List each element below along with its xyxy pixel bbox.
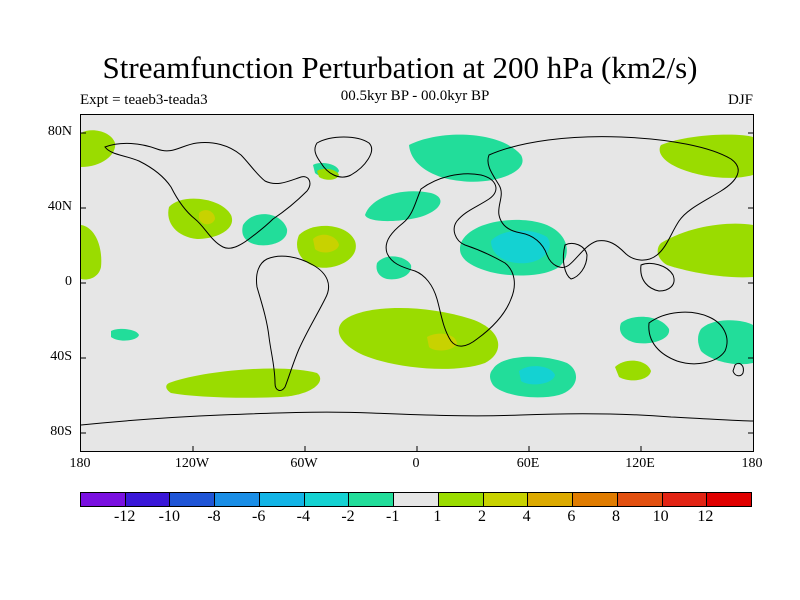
lat-label-80n: 80N xyxy=(47,124,72,139)
lon-label-120w: 120W xyxy=(174,456,210,471)
negative-anomaly-south-pacific-small xyxy=(111,328,139,341)
positive-anomaly-indian-southeast xyxy=(615,360,651,381)
lat-label-40s: 40S xyxy=(50,349,72,364)
anomaly-contours xyxy=(81,130,753,398)
colorbar-label-5: -2 xyxy=(341,508,355,525)
lat-label-40n: 40N xyxy=(47,199,72,214)
positive-anomaly-arctic-west xyxy=(81,130,116,167)
negative-anomaly-tasman xyxy=(698,320,753,365)
colorbar-label-7: 1 xyxy=(433,508,442,525)
map-panel xyxy=(80,114,754,452)
colorbar-box-12 xyxy=(617,493,663,506)
colorbar-label-2: -8 xyxy=(207,508,221,525)
europe-africa-coast xyxy=(385,173,515,347)
colorbar-label-10: 6 xyxy=(567,508,576,525)
colorbar-box-8 xyxy=(438,493,484,506)
colorbar-box-13 xyxy=(662,493,708,506)
lon-label-0: 0 xyxy=(412,456,420,471)
lon-label-60e: 60E xyxy=(516,456,540,471)
southeast-asia-coast xyxy=(640,262,675,292)
lat-label-80s: 80S xyxy=(50,424,72,439)
positive2-anomaly-tropical-atlantic xyxy=(313,234,339,253)
colorbar-box-1 xyxy=(125,493,171,506)
coastlines xyxy=(81,136,753,426)
colorbar xyxy=(80,492,752,507)
lon-label-180e: 180 xyxy=(741,456,763,471)
colorbar-label-6: -1 xyxy=(385,508,400,525)
colorbar-box-11 xyxy=(573,493,618,506)
season-label: DJF xyxy=(727,92,753,108)
positive-anomaly-arctic-east xyxy=(659,134,753,178)
map-canvas xyxy=(81,115,753,451)
greenland-coast xyxy=(314,136,373,178)
colorbar-box-3 xyxy=(215,493,260,506)
australia-coast xyxy=(648,311,728,365)
period-label: 00.5kyr BP - 00.0kyr BP xyxy=(340,88,490,104)
india-coast xyxy=(562,242,588,280)
map-background xyxy=(81,115,753,451)
north-america-coast xyxy=(104,142,311,249)
colorbar-box-0 xyxy=(81,493,126,506)
colorbar-label-9: 4 xyxy=(522,508,531,525)
colorbar-box-2 xyxy=(170,493,216,506)
positive-anomaly-south-atlantic xyxy=(338,307,499,369)
colorbar-box-4 xyxy=(259,493,305,506)
south-america-coast xyxy=(256,255,329,391)
plot-title: Streamfunction Perturbation at 200 hPa (… xyxy=(102,50,698,85)
colorbar-box-9 xyxy=(483,493,529,506)
negative-anomaly-south-indian xyxy=(619,316,670,344)
colorbar-box-14 xyxy=(707,493,752,506)
colorbar-label-4: -4 xyxy=(296,508,310,525)
positive2-anomaly-north-america xyxy=(199,210,215,225)
colorbar-box-7 xyxy=(394,493,439,506)
colorbar-box-6 xyxy=(349,493,395,506)
experiment-label: Expt = teaeb3-teada3 xyxy=(80,92,208,108)
colorbar-label-1: -10 xyxy=(158,508,180,525)
asia-coast xyxy=(487,136,739,268)
negative2-anomaly-indian-ocean xyxy=(519,366,555,385)
lon-label-180w: 180 xyxy=(69,456,91,471)
colorbar-label-3: -6 xyxy=(251,508,266,525)
negative-anomaly-africa xyxy=(376,256,412,280)
negative-anomaly-north-atlantic xyxy=(409,134,523,182)
colorbar-label-13: 12 xyxy=(697,508,714,525)
positive-anomaly-north-atlantic-small xyxy=(317,168,339,180)
new-zealand-coast xyxy=(732,362,744,377)
lon-label-60w: 60W xyxy=(290,456,318,471)
positive-anomaly-north-pacific xyxy=(657,223,753,278)
colorbar-label-8: 2 xyxy=(478,508,486,525)
colorbar-label-11: 8 xyxy=(612,508,620,525)
map-ticks xyxy=(81,132,753,451)
colorbar-label-0: -12 xyxy=(113,508,136,525)
lat-label-0: 0 xyxy=(65,274,72,289)
colorbar-label-12: 10 xyxy=(652,508,669,525)
negative-anomaly-caribbean xyxy=(242,214,288,246)
colorbar-box-10 xyxy=(528,493,574,506)
antarctica-coast xyxy=(81,411,753,426)
positive-anomaly-west-pacific xyxy=(81,225,102,280)
colorbar-box-5 xyxy=(304,493,350,506)
lon-label-120e: 120E xyxy=(625,456,655,471)
negative-anomaly-europe xyxy=(365,191,441,222)
